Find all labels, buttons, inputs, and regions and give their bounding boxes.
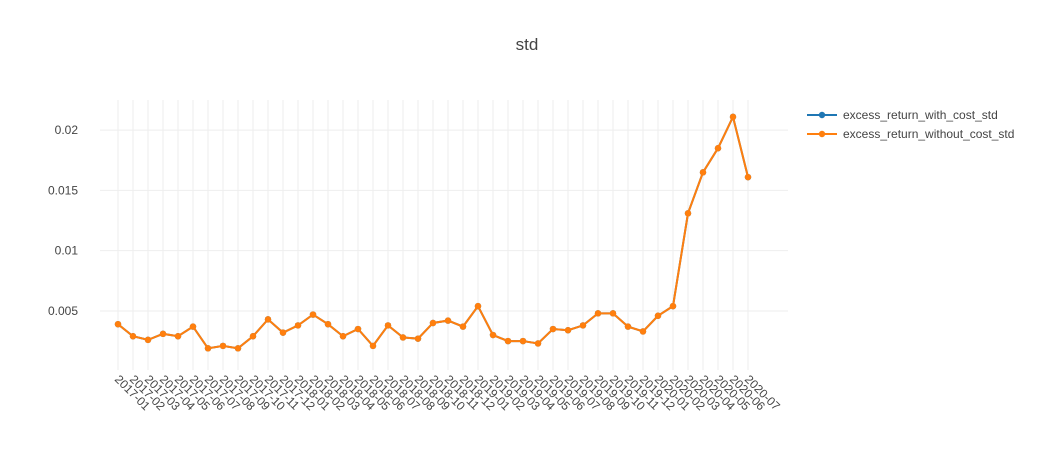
legend-label: excess_return_with_cost_std bbox=[843, 108, 998, 122]
data-point[interactable] bbox=[445, 317, 451, 323]
data-point[interactable] bbox=[130, 333, 136, 339]
data-point[interactable] bbox=[685, 210, 691, 216]
data-point[interactable] bbox=[145, 337, 151, 343]
data-point[interactable] bbox=[265, 316, 271, 322]
data-point[interactable] bbox=[730, 114, 736, 120]
data-point[interactable] bbox=[220, 343, 226, 349]
data-point[interactable] bbox=[700, 169, 706, 175]
data-point[interactable] bbox=[535, 340, 541, 346]
legend-item[interactable]: excess_return_with_cost_std bbox=[807, 108, 998, 122]
data-point[interactable] bbox=[415, 335, 421, 341]
y-tick-label: 0.01 bbox=[55, 244, 79, 258]
legend-marker-swatch bbox=[819, 131, 825, 137]
data-point[interactable] bbox=[475, 303, 481, 309]
data-point[interactable] bbox=[235, 345, 241, 351]
data-point[interactable] bbox=[655, 313, 661, 319]
data-point[interactable] bbox=[565, 327, 571, 333]
data-point[interactable] bbox=[340, 333, 346, 339]
data-point[interactable] bbox=[460, 323, 466, 329]
x-axis-ticks: 2017-012017-022017-032017-042017-052017-… bbox=[112, 372, 783, 413]
data-point[interactable] bbox=[580, 322, 586, 328]
data-point[interactable] bbox=[295, 322, 301, 328]
x-gridlines bbox=[118, 100, 748, 370]
data-point[interactable] bbox=[745, 174, 751, 180]
data-point[interactable] bbox=[490, 332, 496, 338]
data-point[interactable] bbox=[520, 338, 526, 344]
legend-item[interactable]: excess_return_without_cost_std bbox=[807, 127, 1014, 141]
y-tick-label: 0.02 bbox=[55, 123, 79, 137]
data-point[interactable] bbox=[625, 323, 631, 329]
data-point[interactable] bbox=[160, 331, 166, 337]
legend[interactable]: excess_return_with_cost_std excess_return… bbox=[807, 108, 1014, 141]
data-point[interactable] bbox=[115, 321, 121, 327]
legend-marker-swatch bbox=[819, 112, 825, 118]
data-point[interactable] bbox=[250, 333, 256, 339]
data-point[interactable] bbox=[355, 326, 361, 332]
data-point[interactable] bbox=[370, 343, 376, 349]
data-point[interactable] bbox=[280, 329, 286, 335]
data-point[interactable] bbox=[175, 333, 181, 339]
y-tick-label: 0.015 bbox=[48, 183, 78, 197]
data-point[interactable] bbox=[310, 311, 316, 317]
data-point[interactable] bbox=[610, 310, 616, 316]
data-point[interactable] bbox=[505, 338, 511, 344]
data-point[interactable] bbox=[325, 321, 331, 327]
y-gridlines bbox=[100, 130, 788, 311]
data-point[interactable] bbox=[715, 145, 721, 151]
data-point[interactable] bbox=[400, 334, 406, 340]
data-point[interactable] bbox=[205, 345, 211, 351]
data-point[interactable] bbox=[670, 303, 676, 309]
data-point[interactable] bbox=[190, 323, 196, 329]
data-point[interactable] bbox=[595, 310, 601, 316]
legend-label: excess_return_without_cost_std bbox=[843, 127, 1014, 141]
chart-title: std bbox=[516, 35, 539, 54]
data-point[interactable] bbox=[430, 320, 436, 326]
data-point[interactable] bbox=[550, 326, 556, 332]
data-point[interactable] bbox=[640, 328, 646, 334]
data-point[interactable] bbox=[385, 322, 391, 328]
y-tick-label: 0.005 bbox=[48, 304, 78, 318]
y-axis-ticks: 0.005 0.01 0.015 0.02 bbox=[48, 123, 78, 318]
